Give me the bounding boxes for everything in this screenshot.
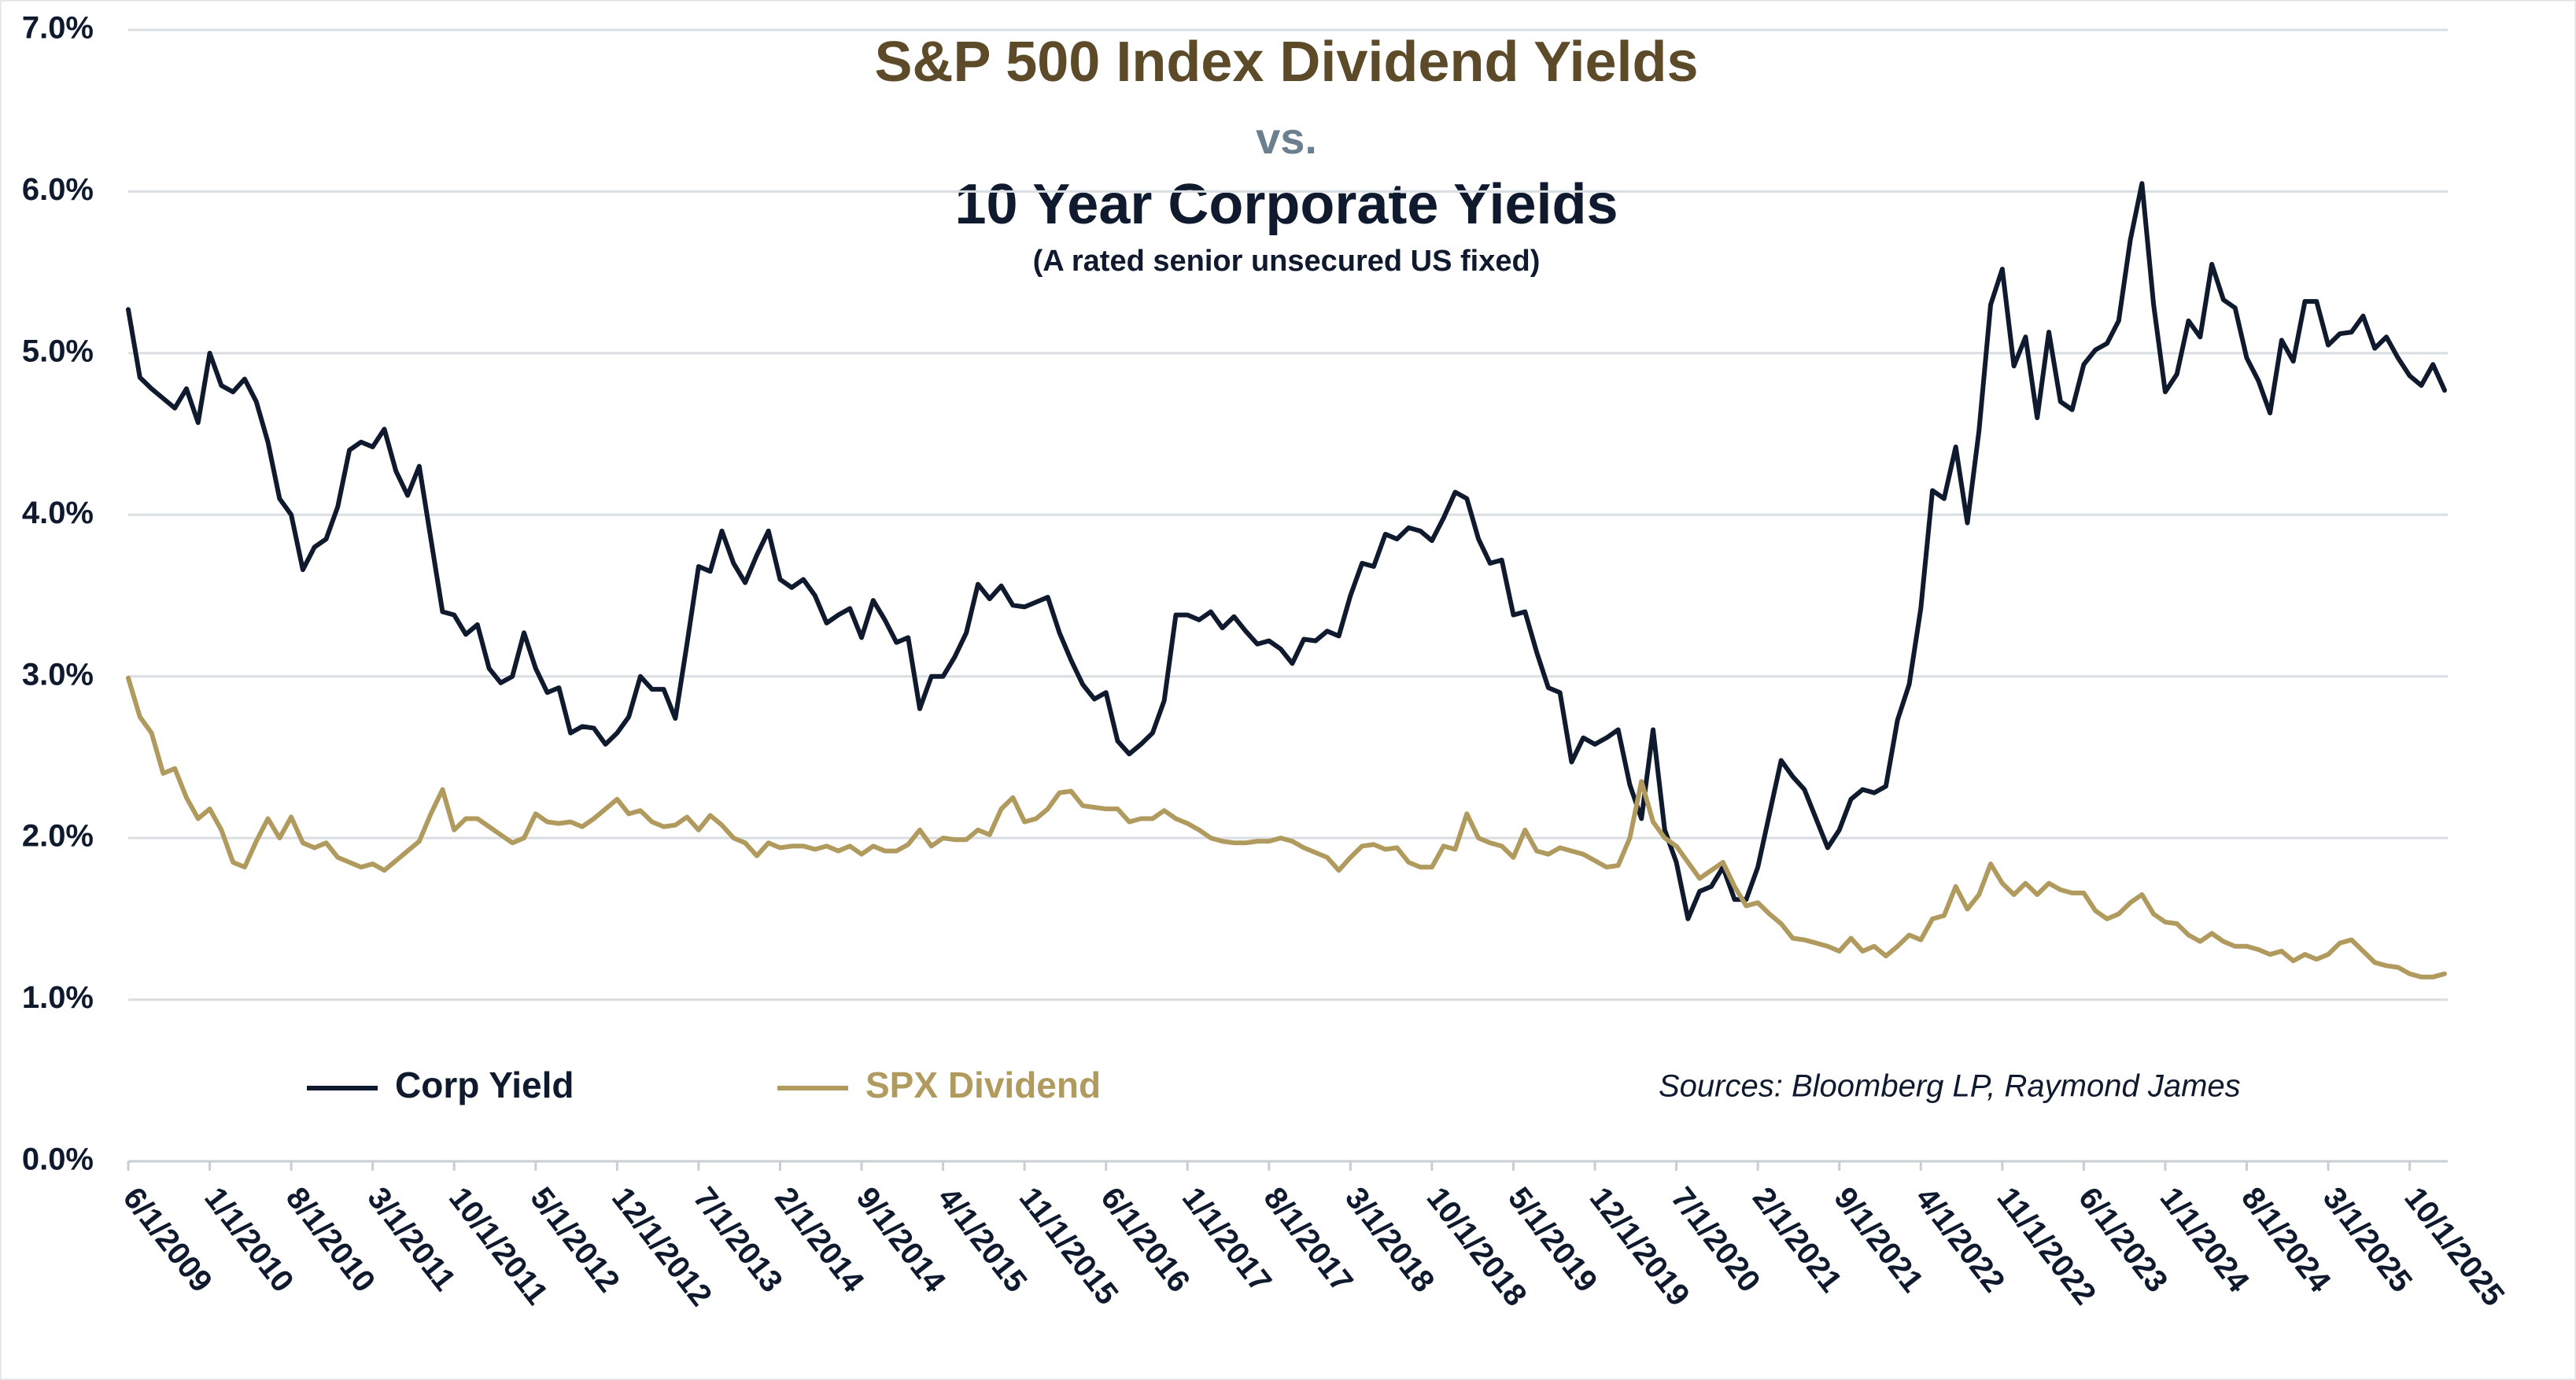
- y-tick-label: 5.0%: [22, 334, 94, 368]
- chart-title-2: 10 Year Corporate Yields: [954, 173, 1618, 236]
- chart-subtitle: (A rated senior unsecured US fixed): [1033, 245, 1541, 278]
- y-tick-label: 0.0%: [22, 1142, 94, 1177]
- y-tick-label: 3.0%: [22, 657, 94, 692]
- chart-title: S&P 500 Index Dividend Yields: [874, 31, 1698, 94]
- series-line: [126, 675, 2447, 980]
- series-line: [126, 181, 2447, 921]
- y-tick-label: 1.0%: [22, 980, 94, 1015]
- title-connector: vs.: [1256, 113, 1317, 163]
- legend-label: SPX Dividend: [865, 1065, 1101, 1105]
- source-note: Sources: Bloomberg LP, Raymond James: [1659, 1069, 2241, 1104]
- y-tick-label: 2.0%: [22, 819, 94, 854]
- y-tick-label: 7.0%: [22, 11, 94, 46]
- y-tick-label: 4.0%: [22, 496, 94, 530]
- legend-label: Corp Yield: [395, 1065, 574, 1105]
- y-tick-label: 6.0%: [22, 172, 94, 207]
